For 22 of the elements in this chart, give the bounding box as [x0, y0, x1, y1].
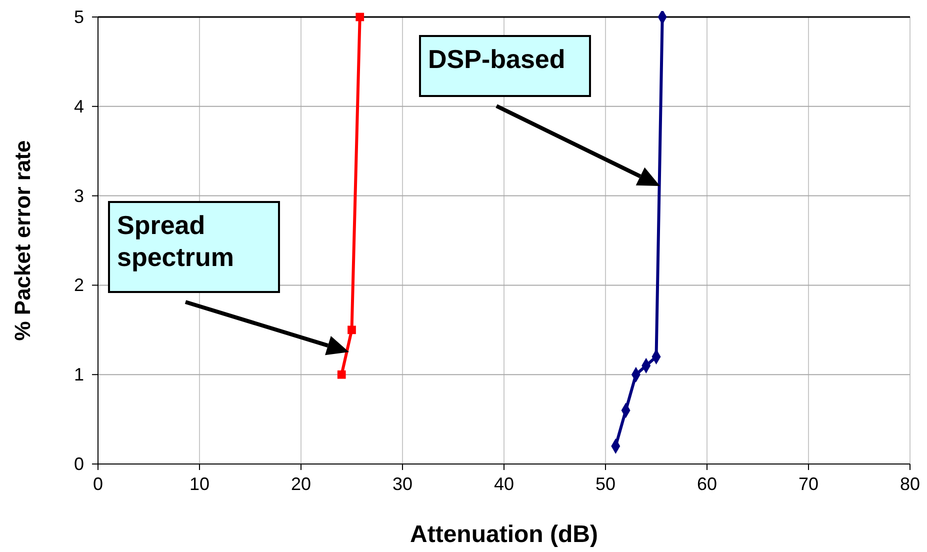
x-tick-label: 70: [798, 474, 819, 494]
x-tick-label: 60: [696, 474, 718, 494]
point: [356, 12, 364, 22]
x-tick-label: 10: [189, 474, 210, 494]
x-tick-label: 40: [494, 474, 514, 494]
y-tick-label: 5: [74, 7, 84, 27]
y-tick-label: 0: [74, 454, 84, 474]
y-tick-label: 4: [74, 96, 84, 116]
y-axis-title: % Packet error rate: [10, 140, 35, 341]
y-tick-label: 2: [74, 275, 84, 296]
x-tick-label: 80: [900, 474, 920, 494]
point: [337, 370, 346, 379]
y-tick-label: 3: [74, 186, 84, 206]
annotation: DSP-based: [428, 44, 566, 74]
x-axis-title: Attenuation (dB): [410, 521, 598, 548]
annotation: Spread spectrum: [117, 210, 234, 272]
y-tick-label: 1: [74, 364, 84, 385]
x-tick-label: 30: [392, 474, 413, 494]
x-tick-label: 50: [595, 474, 616, 494]
x-tick-label: 20: [290, 474, 312, 494]
x-tick-label: 0: [92, 474, 104, 494]
point: [348, 326, 356, 334]
